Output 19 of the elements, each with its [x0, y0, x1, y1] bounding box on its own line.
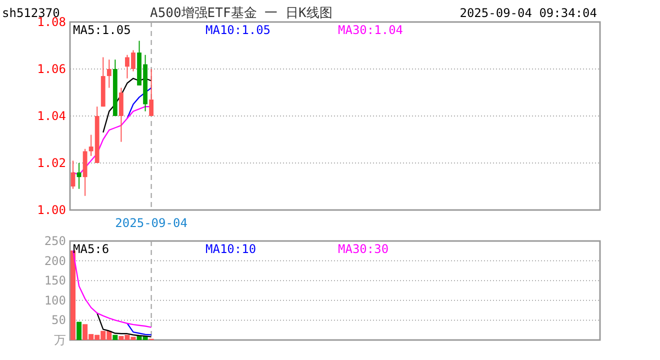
text: MA5:1.05: [73, 23, 131, 37]
x-tick-label: 2025-09-04: [115, 216, 188, 230]
y-tick-label: 100: [44, 293, 66, 308]
text: MA10:10: [206, 242, 256, 256]
text: MA30:30: [338, 242, 389, 256]
y-tick-label: 50: [52, 313, 66, 328]
text: MA30:1.04: [338, 23, 404, 37]
y-tick-label: 万: [54, 333, 66, 347]
text: MA10:1.05: [206, 23, 271, 37]
y-tick-label: 1.04: [37, 109, 66, 123]
chart-title: A500增强ETF基金 一 日K线图: [150, 6, 332, 21]
text: 2025-09-04 09:34:04: [460, 6, 597, 20]
y-tick-label: 150: [44, 274, 66, 288]
y-tick-label: 1.02: [37, 156, 66, 170]
text: MA5:6: [73, 242, 110, 256]
y-tick-label: 250: [44, 234, 66, 248]
y-tick-label: 1.06: [37, 62, 66, 76]
y-tick-label: 1.00: [37, 203, 66, 217]
y-tick-label: 200: [44, 254, 66, 268]
